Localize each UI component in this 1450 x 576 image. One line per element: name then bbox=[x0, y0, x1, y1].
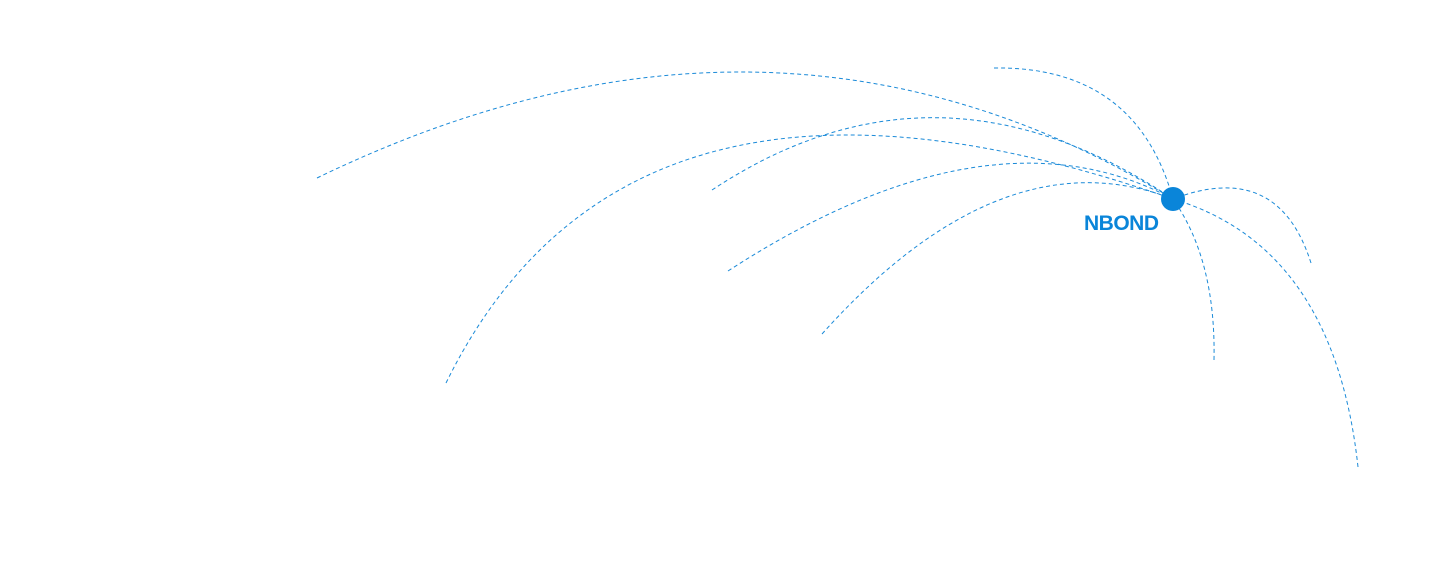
connection-arc bbox=[316, 71, 1174, 200]
hub-node bbox=[1161, 187, 1185, 211]
connection-arc bbox=[993, 67, 1174, 200]
connection-arc bbox=[445, 134, 1174, 384]
connection-arc bbox=[1172, 198, 1215, 361]
connection-arc bbox=[1172, 198, 1359, 468]
connection-arc bbox=[1172, 187, 1312, 264]
brand-logo: NBOND bbox=[1084, 212, 1159, 235]
connection-arc bbox=[821, 182, 1174, 335]
connection-arc bbox=[711, 117, 1174, 200]
